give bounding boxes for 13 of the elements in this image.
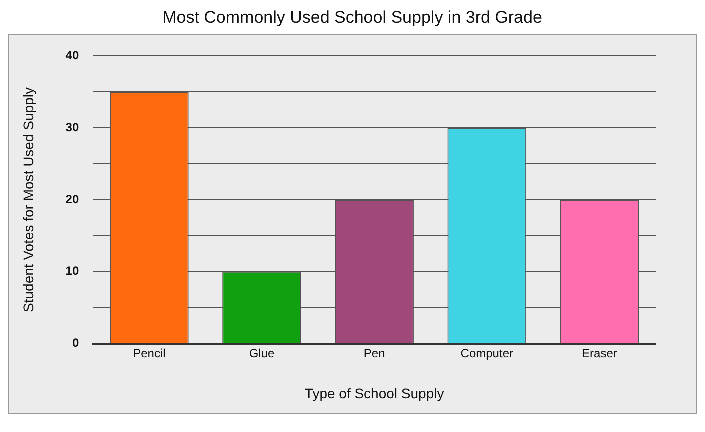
y-tick-label: 20 (66, 192, 80, 206)
x-tick-label: Pencil (133, 346, 166, 360)
y-tick-label: 40 (66, 48, 80, 63)
x-tick-label: Pen (364, 346, 386, 360)
y-axis-title: Student Votes for Most Used Supply (20, 88, 36, 312)
y-tick-label: 0 (72, 336, 80, 350)
x-tick-label: Computer (460, 346, 514, 360)
x-tick-label: Glue (249, 346, 275, 360)
x-tick-label: Eraser (582, 346, 618, 360)
chart-title: Most Commonly Used School Supply in 3rd Grade (162, 8, 544, 28)
y-tick-label: 10 (66, 264, 80, 278)
x-axis-title: Type of School Supply (304, 385, 444, 402)
y-tick-label: 30 (66, 120, 80, 134)
